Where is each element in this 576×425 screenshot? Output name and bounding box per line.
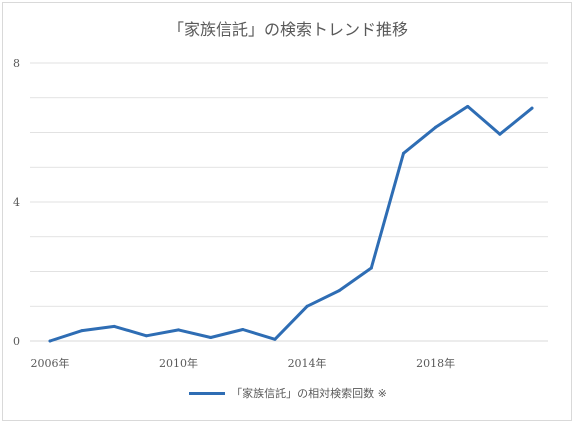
data-point <box>144 334 148 338</box>
y-axis-ticks: 0 4 8 <box>13 57 20 348</box>
data-point <box>177 328 181 332</box>
y-tick-label: 4 <box>13 196 20 209</box>
legend-swatch <box>189 391 226 395</box>
x-tick-label: 2010年 <box>159 356 198 370</box>
series-line <box>48 104 534 343</box>
data-point <box>401 151 405 155</box>
x-tick-label: 2006年 <box>31 356 70 370</box>
data-point <box>80 329 84 333</box>
data-point <box>241 328 245 332</box>
gridlines <box>30 62 548 342</box>
legend-label: 「家族信託」の相対検索回数 ※ <box>231 387 387 400</box>
data-point <box>466 104 470 108</box>
data-point <box>273 337 277 341</box>
data-point <box>434 125 438 129</box>
data-point <box>209 336 213 340</box>
y-tick-label: 0 <box>13 335 20 348</box>
y-tick-label: 8 <box>13 57 20 70</box>
data-point <box>112 324 116 328</box>
x-axis-ticks: 2006年 2010年 2014年 2018年 <box>31 356 456 370</box>
x-tick-label: 2014年 <box>288 356 327 370</box>
data-point <box>305 304 309 308</box>
chart-frame <box>2 2 572 421</box>
data-point <box>337 289 341 293</box>
data-point <box>530 106 534 110</box>
x-tick-label: 2018年 <box>416 356 455 370</box>
data-point <box>48 339 52 343</box>
data-point <box>369 266 373 270</box>
data-point <box>498 132 502 136</box>
chart-title: 「家族信託」の検索トレンド推移 <box>167 20 408 39</box>
series-layer <box>48 104 534 343</box>
legend: 「家族信託」の相対検索回数 ※ <box>0 385 576 401</box>
